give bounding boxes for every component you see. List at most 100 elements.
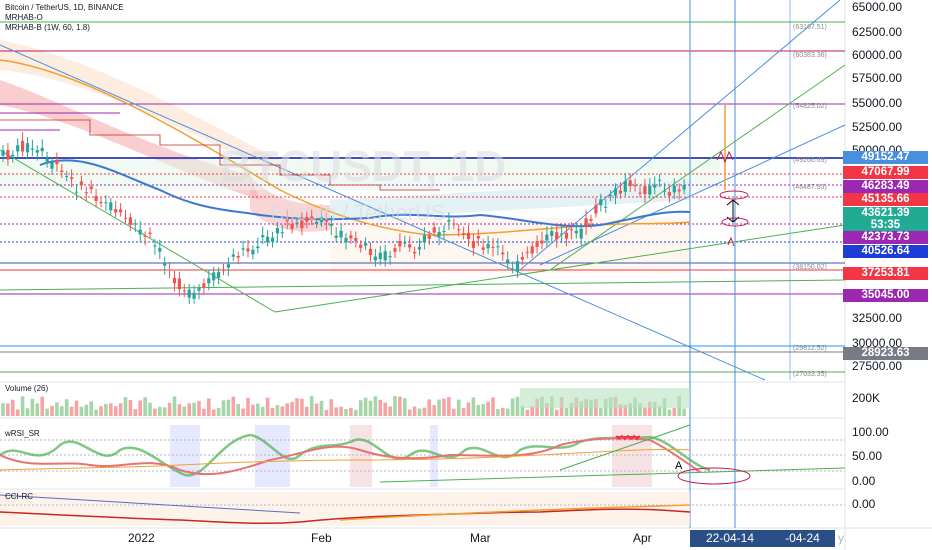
volume-bar <box>241 408 245 416</box>
candle-body <box>628 180 632 186</box>
level-label: (29812.52) <box>793 345 827 352</box>
candle-body <box>119 209 123 213</box>
time-label-2022: 2022 <box>128 531 155 545</box>
candle-body <box>506 259 510 263</box>
volume-bar <box>211 409 216 416</box>
volume-bar <box>45 408 49 416</box>
price-tick: 27500.00 <box>852 359 903 373</box>
candle-body <box>65 176 69 178</box>
candle-body <box>373 256 377 261</box>
candle-body <box>202 283 206 288</box>
candle-body <box>422 235 426 243</box>
volume-bar <box>638 403 642 416</box>
volume-bar <box>221 400 226 416</box>
price-label[interactable]: 47067.99 <box>843 166 928 179</box>
volume-bar <box>628 402 632 416</box>
volume-bar <box>167 402 172 416</box>
candle-body <box>398 240 402 247</box>
volume-bar <box>648 401 652 416</box>
price-label[interactable]: 42373.73 <box>843 231 928 244</box>
volume-bar <box>158 406 162 416</box>
cci-title[interactable]: CCI-RC <box>5 492 33 501</box>
ma-red-step <box>0 119 440 191</box>
volume-bar <box>442 398 446 416</box>
candle-body <box>515 261 520 272</box>
volume-title[interactable]: Volume (26) <box>5 384 49 393</box>
candle-body <box>315 221 319 224</box>
time-label-mar: Mar <box>470 531 491 545</box>
date-range-end[interactable]: -04-24 <box>770 530 835 547</box>
candle-body <box>109 202 113 211</box>
candle-body <box>153 245 157 247</box>
volume-bar <box>437 399 441 416</box>
volume-bar <box>368 400 373 416</box>
price-candles <box>1 132 686 305</box>
price-label[interactable]: 40526.64 <box>843 245 928 258</box>
price-label[interactable]: 28923.63 <box>843 347 928 360</box>
volume-bar <box>182 406 187 416</box>
candle-body <box>35 150 39 153</box>
volume-bar <box>496 409 500 416</box>
indicator-mrhab-o[interactable]: MRHAB-O <box>5 13 43 22</box>
candle-body <box>177 278 181 290</box>
rsi-title[interactable]: wRSI_SR <box>5 429 40 438</box>
volume-bar <box>25 408 30 416</box>
price-label[interactable]: 37253.81 <box>843 267 928 280</box>
candle-body <box>618 190 622 194</box>
volume-bar <box>35 403 40 416</box>
time-label-apr: Apr <box>633 531 652 545</box>
candle-body <box>589 219 593 221</box>
candle-body <box>300 220 304 229</box>
price-label[interactable]: 46283.49 <box>843 180 928 193</box>
price-label[interactable]: 43621.39 <box>843 207 928 220</box>
candle-body <box>207 278 211 284</box>
volume-bar <box>422 407 427 416</box>
volume-bar <box>1 403 5 416</box>
candle-body <box>599 199 603 206</box>
level-label: (38150.02) <box>793 264 827 271</box>
volume-bar <box>153 408 157 416</box>
candle-body <box>481 247 485 250</box>
volume-bar <box>30 398 35 416</box>
volume-bar <box>363 397 368 416</box>
volume-bar <box>579 401 583 416</box>
volume-bar <box>265 397 270 416</box>
volume-bar <box>202 408 206 416</box>
candle-body <box>594 205 598 214</box>
candle-body <box>275 228 279 234</box>
volume-bar <box>162 407 167 416</box>
volume-bar <box>378 399 383 416</box>
volume-bar <box>314 403 319 416</box>
price-label[interactable]: 45135.66 <box>843 193 928 206</box>
volume-bar <box>344 409 348 416</box>
indicator-mrhab-b[interactable]: MRHAB-B (1W, 60, 1.8) <box>5 23 90 32</box>
candle-body <box>437 231 441 237</box>
countdown-label[interactable]: 53:35 <box>843 219 928 232</box>
candle-body <box>393 248 397 252</box>
candle-body <box>667 192 671 196</box>
price-label[interactable]: 35045.00 <box>843 289 928 302</box>
candle-body <box>212 272 216 281</box>
candle-body <box>643 186 647 195</box>
volume-bar <box>623 404 628 416</box>
candle-body <box>217 271 221 278</box>
volume-bar <box>373 396 378 416</box>
volume-bar <box>652 401 657 416</box>
candle-body <box>99 201 103 204</box>
candle-body <box>305 216 309 222</box>
candle-body <box>653 184 657 188</box>
volume-bar <box>79 406 84 416</box>
time-label-tail: y <box>838 531 844 545</box>
chart-title[interactable]: Bitcoin / TetherUS, 1D, BINANCE <box>5 3 124 12</box>
candle-body <box>427 235 431 239</box>
candle-body <box>555 232 559 240</box>
candle-body <box>270 237 275 242</box>
candle-body <box>168 269 172 271</box>
candle-body <box>158 248 162 252</box>
candle-body <box>221 269 226 271</box>
price-label[interactable]: 49152.47 <box>843 151 928 164</box>
volume-bar <box>246 397 250 416</box>
date-range-start[interactable]: 22-04-14 <box>690 530 770 547</box>
volume-bar <box>285 403 289 416</box>
